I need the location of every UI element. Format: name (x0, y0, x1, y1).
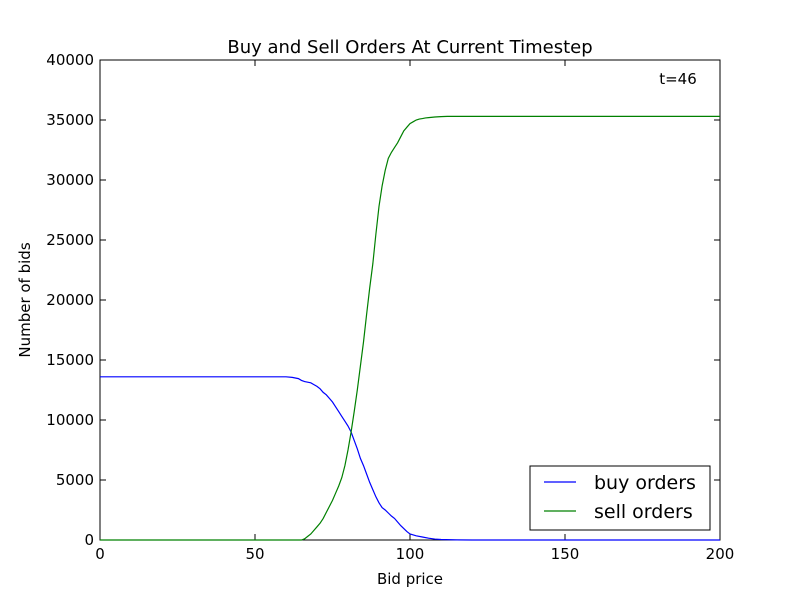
y-axis-label: Number of bids (16, 242, 34, 357)
y-tick-label: 40000 (46, 51, 94, 69)
legend-label-sell-orders: sell orders (594, 501, 693, 523)
y-tick-label: 30000 (46, 171, 94, 189)
chart-title: Buy and Sell Orders At Current Timestep (227, 37, 592, 58)
x-tick-label: 100 (396, 545, 425, 563)
legend-label-buy-orders: buy orders (594, 472, 696, 494)
x-tick-label: 50 (245, 545, 264, 563)
y-tick-label: 35000 (46, 111, 94, 129)
plot-area (99, 59, 721, 541)
y-tick-label: 25000 (46, 231, 94, 249)
x-axis-label: Bid price (377, 570, 443, 588)
x-axis: 0 50 100 150 200 (95, 60, 734, 563)
y-tick-label: 10000 (46, 411, 94, 429)
series-layer (100, 115, 720, 541)
legend: buy orders sell orders (529, 465, 711, 531)
legend-box (529, 465, 711, 531)
y-tick-label: 20000 (46, 291, 94, 309)
timestep-annotation: t=46 (659, 70, 697, 88)
x-tick-label: 200 (706, 545, 735, 563)
series-line-sell-orders (100, 115, 720, 541)
series-line-buy-orders (100, 376, 720, 541)
x-tick-label: 0 (95, 545, 105, 563)
y-tick-label: 15000 (46, 351, 94, 369)
y-tick-label: 5000 (56, 471, 94, 489)
x-tick-label: 150 (551, 545, 580, 563)
y-tick-label: 0 (84, 531, 94, 549)
